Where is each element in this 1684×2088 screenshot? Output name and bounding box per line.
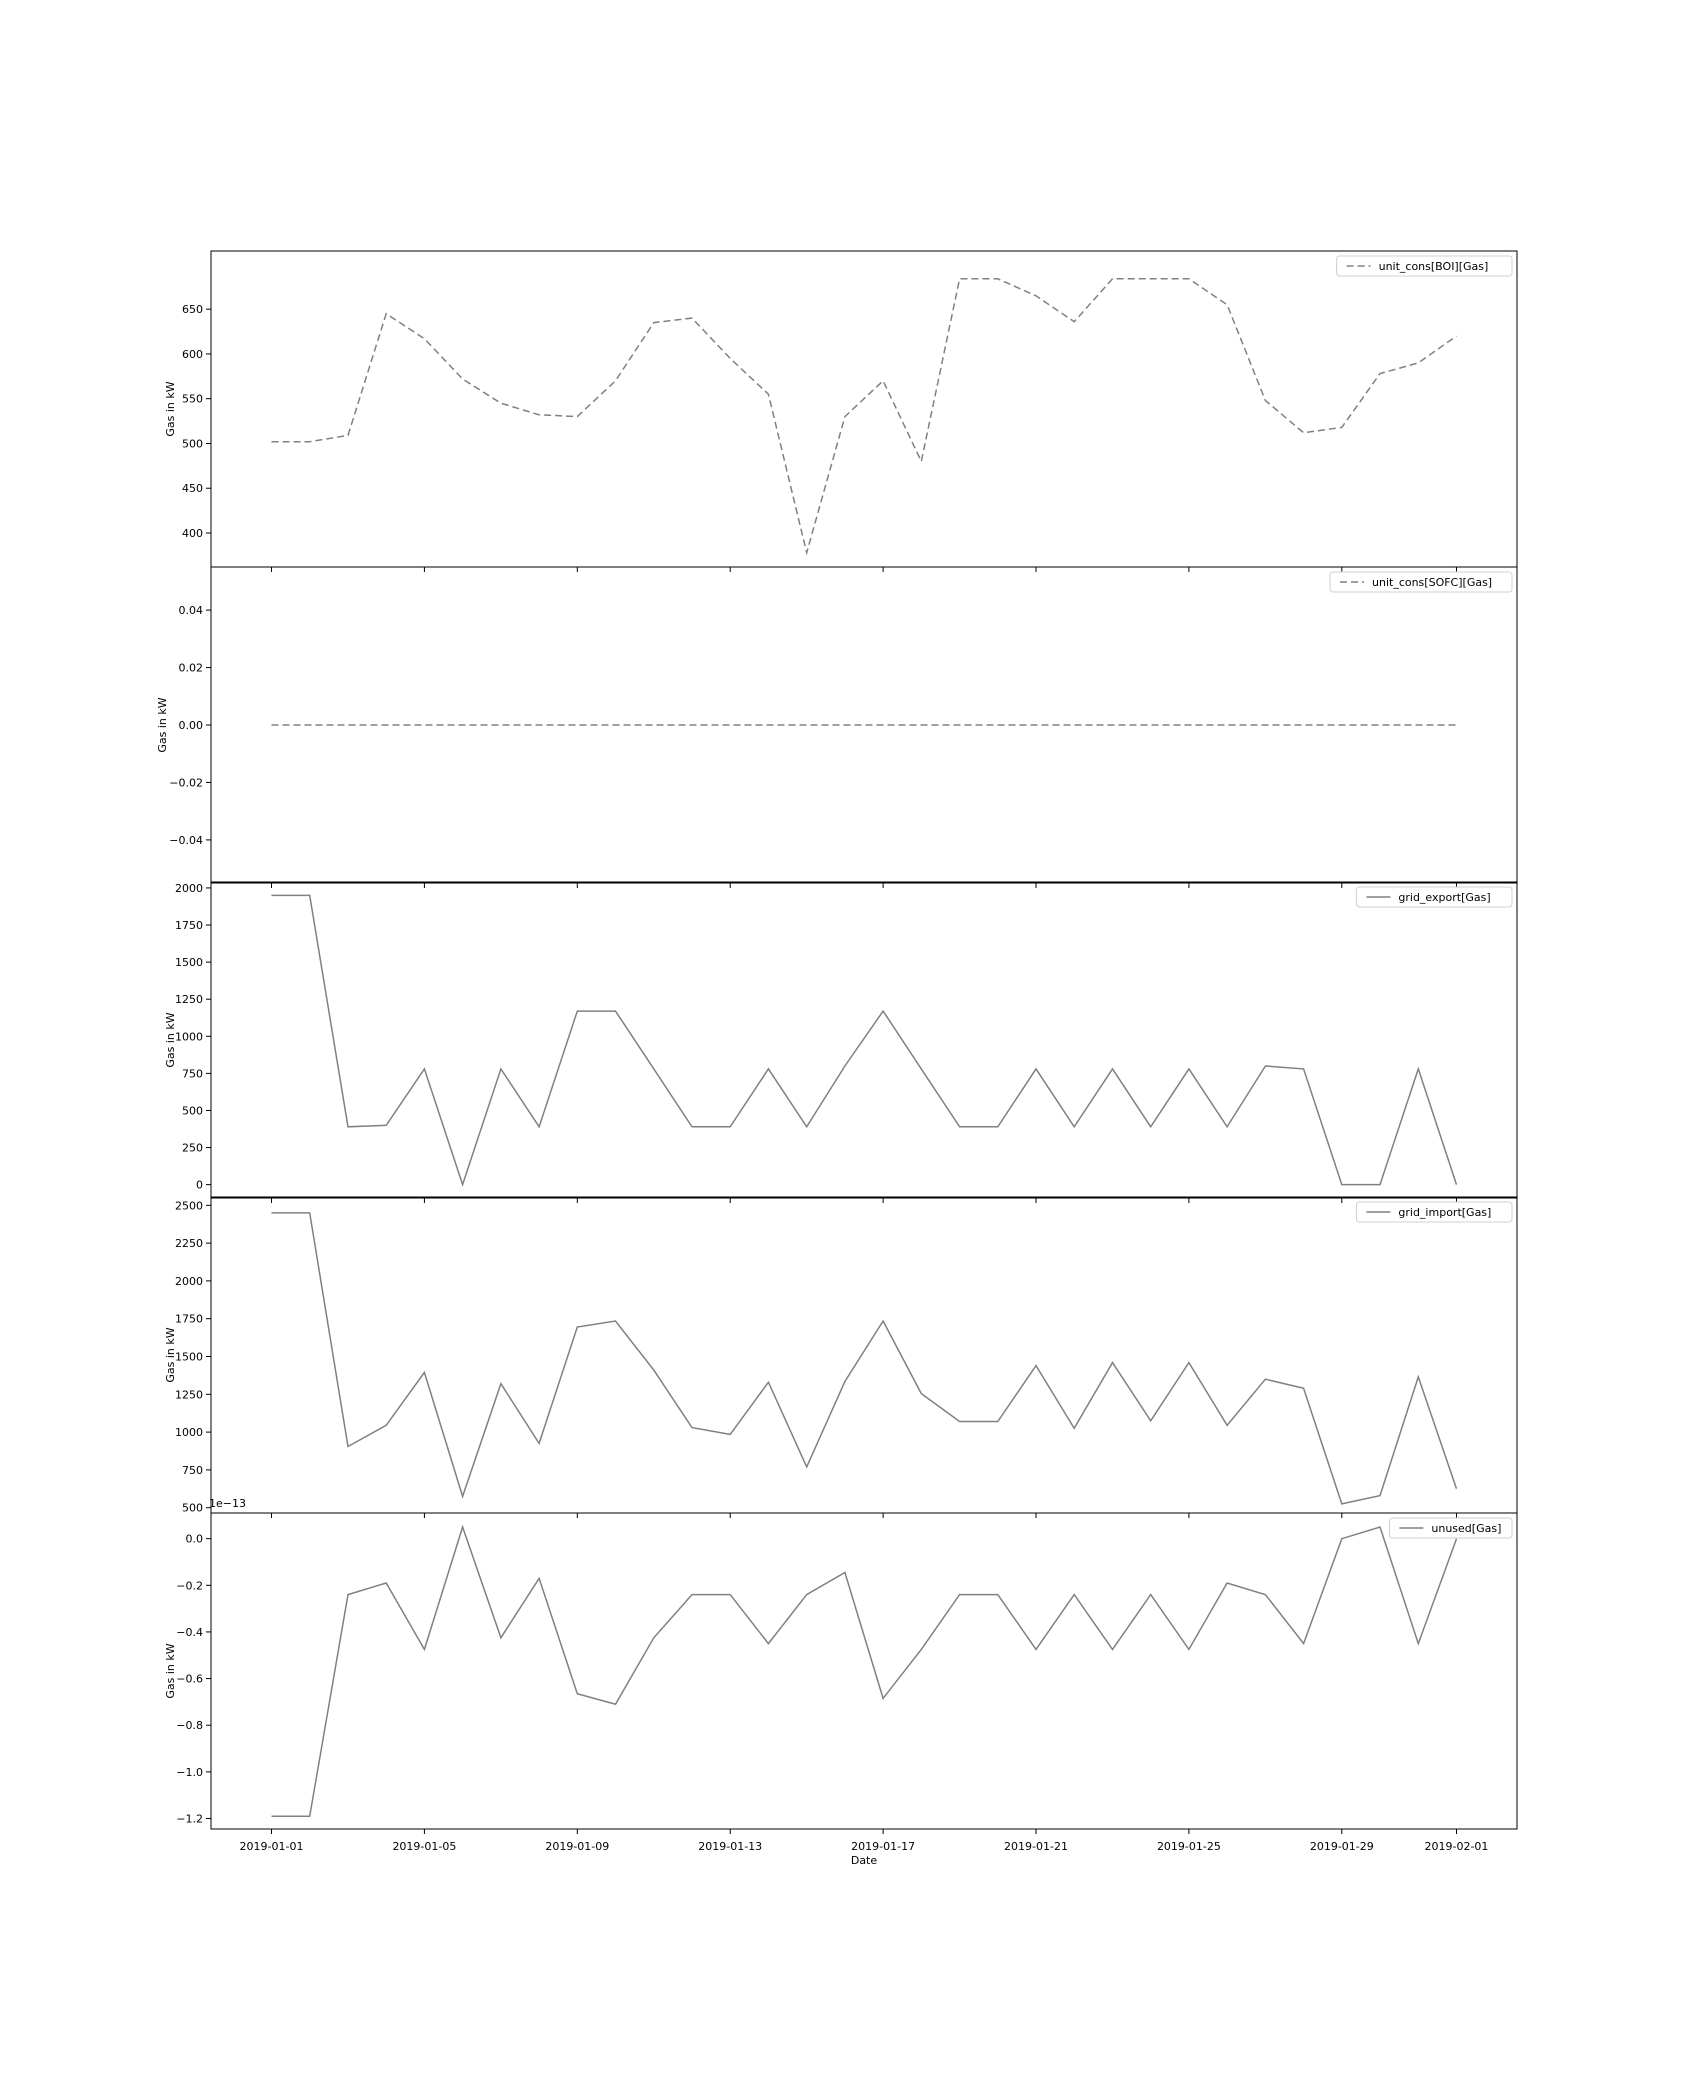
y-tick-label: 1500 xyxy=(175,1351,203,1364)
x-axis-label: Date xyxy=(851,1854,878,1867)
axes-frame xyxy=(210,566,1518,884)
y-axis-label: Gas in kW xyxy=(164,381,177,436)
x-tick-label: 2019-01-09 xyxy=(545,1840,609,1853)
y-tick-label: 250 xyxy=(182,1142,203,1155)
subplot-4: 500 750 1000 1250 1500 1750 2000 2250 2500 Gas in… xyxy=(164,1196,1518,1518)
y-tick-label: 650 xyxy=(182,303,203,316)
y-tick-label: −0.04 xyxy=(169,834,203,847)
legend-label: unit_cons[SOFC][Gas] xyxy=(1372,576,1492,589)
legend: unit_cons[BOI][Gas] xyxy=(1336,255,1513,277)
y-tick-label: 1500 xyxy=(175,956,203,969)
x-tick-label: 2019-01-29 xyxy=(1310,1840,1374,1853)
legend-label: unused[Gas] xyxy=(1431,1522,1501,1535)
x-tick-label: 2019-01-01 xyxy=(240,1840,304,1853)
y-tick-label: −0.02 xyxy=(169,776,203,789)
legend-box xyxy=(1329,571,1513,593)
legend-label: grid_export[Gas] xyxy=(1398,891,1490,904)
legend-box xyxy=(1355,886,1513,908)
y-tick-label: 500 xyxy=(182,437,203,450)
y-tick-label: 400 xyxy=(182,527,203,540)
x-tick-label: 2019-01-05 xyxy=(392,1840,456,1853)
y-tick-label: 750 xyxy=(182,1464,203,1477)
subplot-2: −0.04 −0.02 0.00 0.02 0.04 Gas in kW unit_cons… xyxy=(156,566,1518,888)
y-axis-label: Gas in kW xyxy=(164,1643,177,1698)
series-line xyxy=(271,894,1458,1187)
subplots: 400 450 500 550 600 650 Gas in kW unit_cons[BOI… xyxy=(156,250,1518,1834)
y-tick-label: −0.6 xyxy=(176,1673,203,1686)
legend: grid_export[Gas] xyxy=(1355,886,1513,908)
y-tick-label: −1.2 xyxy=(176,1813,203,1826)
legend: unit_cons[SOFC][Gas] xyxy=(1329,571,1513,593)
legend-box xyxy=(1355,1201,1513,1223)
y-tick-label: −0.8 xyxy=(176,1719,203,1732)
y-tick-label: 1750 xyxy=(175,1313,203,1326)
legend-label: unit_cons[BOI][Gas] xyxy=(1379,260,1489,273)
y-tick-label: 0.04 xyxy=(179,604,204,617)
y-tick-label: 2000 xyxy=(175,882,203,895)
axes-frame xyxy=(210,1512,1518,1830)
y-tick-label: 600 xyxy=(182,348,203,361)
y-tick-label: 500 xyxy=(182,1104,203,1117)
y-axis-label: Gas in kW xyxy=(156,697,169,752)
y-tick-label: −0.4 xyxy=(176,1626,203,1639)
y-tick-label: 0.0 xyxy=(186,1533,204,1546)
y-tick-label: 750 xyxy=(182,1067,203,1080)
legend-box xyxy=(1336,255,1513,277)
y-tick-label: 1750 xyxy=(175,919,203,932)
y-tick-label: 450 xyxy=(182,482,203,495)
shared-x-axis: 2019-01-01 2019-01-05 2019-01-09 2019-01-13… xyxy=(240,1840,1489,1867)
y-tick-label: 2500 xyxy=(175,1199,203,1212)
series-line xyxy=(271,1212,1458,1505)
x-tick-label: 2019-01-13 xyxy=(698,1840,762,1853)
y-tick-label: 0.00 xyxy=(179,719,204,732)
series-line xyxy=(271,278,1457,556)
x-tick-label: 2019-01-25 xyxy=(1157,1840,1221,1853)
legend: grid_import[Gas] xyxy=(1355,1201,1513,1223)
y-tick-label: 1250 xyxy=(175,1388,203,1401)
y-tick-label: 500 xyxy=(182,1502,203,1515)
legend-box xyxy=(1388,1517,1513,1539)
y-tick-label: −1.0 xyxy=(176,1766,203,1779)
legend-label: grid_import[Gas] xyxy=(1398,1206,1491,1219)
axes-frame xyxy=(210,881,1518,1199)
y-tick-label: 0.02 xyxy=(179,662,204,675)
y-axis-label: Gas in kW xyxy=(164,1012,177,1067)
y-tick-label: 2250 xyxy=(175,1237,203,1250)
y-tick-label: −0.2 xyxy=(176,1579,203,1592)
y-axis-label: Gas in kW xyxy=(164,1327,177,1382)
y-tick-label: 0 xyxy=(196,1179,203,1192)
x-tick-label: 2019-01-17 xyxy=(851,1840,915,1853)
y-tick-label: 1250 xyxy=(175,993,203,1006)
subplot-5: −1.2 −1.0 −0.8 −0.6 −0.4 −0.2 0.0 Gas in kW 1e−1… xyxy=(164,1497,1518,1834)
series-line xyxy=(271,1524,1458,1817)
y-tick-label: 550 xyxy=(182,393,203,406)
y-offset-label: 1e−13 xyxy=(209,1497,246,1510)
subplot-3: 0 250 500 750 1000 1250 1500 1750 2000 Gas in kW g… xyxy=(164,881,1518,1203)
y-tick-label: 1000 xyxy=(175,1030,203,1043)
x-tick-label: 2019-01-21 xyxy=(1004,1840,1068,1853)
x-tick-label: 2019-02-01 xyxy=(1425,1840,1489,1853)
y-tick-label: 2000 xyxy=(175,1275,203,1288)
y-tick-label: 1000 xyxy=(175,1426,203,1439)
legend: unused[Gas] xyxy=(1388,1517,1513,1539)
